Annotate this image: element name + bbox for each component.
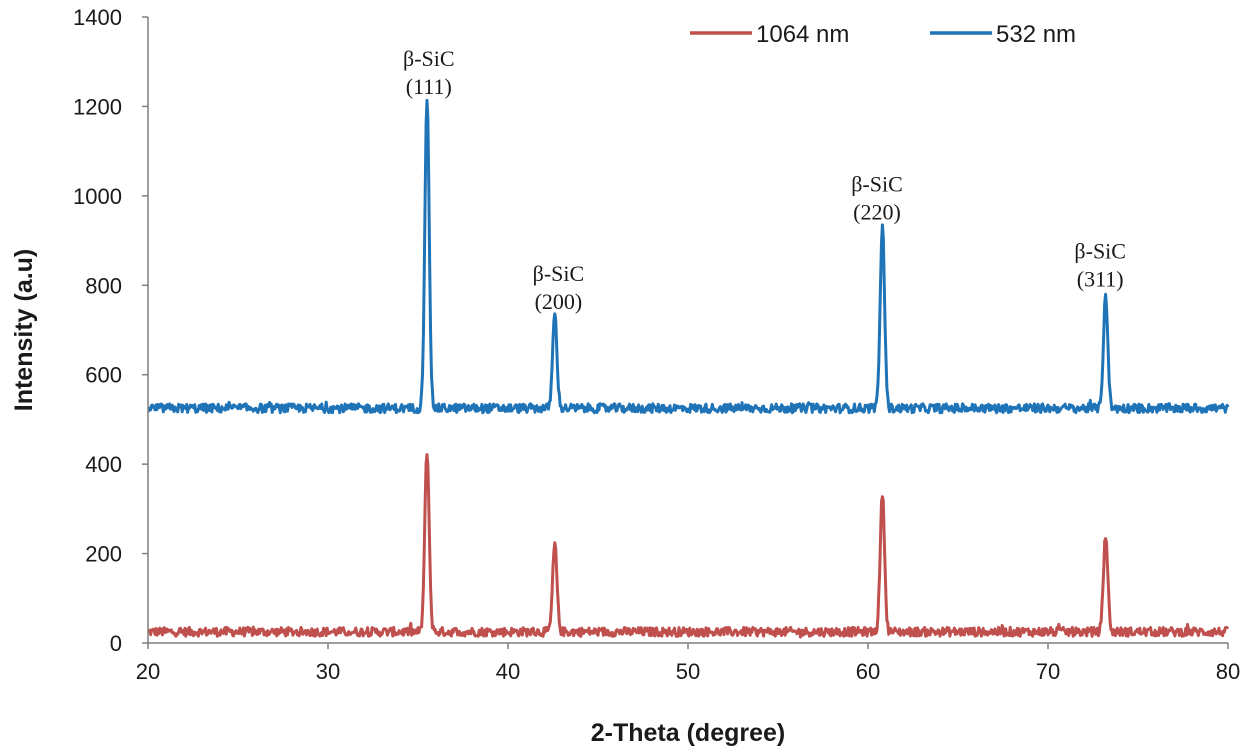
x-tick-labels: 20 30 40 50 60 70 80 [136, 643, 1240, 684]
y-tick-label: 200 [85, 542, 122, 567]
annotation-phase: β-SiC [533, 261, 585, 286]
y-tick-label: 1000 [73, 184, 122, 209]
legend-label-0: 1064 nm [756, 21, 849, 48]
x-tick-label: 70 [1036, 659, 1060, 684]
y-tick-label: 1200 [73, 94, 122, 119]
y-tick-label: 800 [85, 273, 122, 298]
plot-area [147, 98, 1230, 639]
annotation-plane: (311) [1077, 266, 1124, 291]
axes [147, 17, 1228, 644]
peak-annotations: β-SiC (111) β-SiC (200) β-SiC (220) β-SiC (311) [403, 46, 1126, 314]
y-tick-labels: 0 200 400 600 800 1000 1200 1400 [73, 5, 148, 656]
x-tick-label: 30 [316, 659, 340, 684]
series-line-0 [147, 453, 1230, 639]
series-line-1 [147, 98, 1230, 415]
annotation-0: β-SiC (111) [403, 46, 455, 99]
x-tick-label: 50 [676, 659, 700, 684]
x-tick-label: 60 [856, 659, 880, 684]
y-tick-label: 400 [85, 452, 122, 477]
x-axis-title: 2-Theta (degree) [591, 719, 785, 747]
x-tick-label: 80 [1216, 659, 1240, 684]
annotation-phase: β-SiC [1074, 238, 1126, 263]
x-tick-label: 40 [496, 659, 520, 684]
x-tick-label: 20 [136, 659, 160, 684]
y-tick-label: 1400 [73, 5, 122, 30]
annotation-plane: (200) [535, 289, 583, 314]
y-axis-title: Intensity (a.u) [10, 249, 38, 412]
legend-label-1: 532 nm [996, 21, 1076, 48]
annotation-phase: β-SiC [851, 171, 903, 196]
annotation-plane: (220) [853, 199, 901, 224]
annotation-1: β-SiC (200) [533, 261, 585, 314]
annotation-3: β-SiC (311) [1074, 238, 1126, 291]
y-tick-label: 0 [110, 631, 122, 656]
legend: 1064 nm 532 nm [690, 21, 1076, 48]
annotation-plane: (111) [406, 74, 452, 99]
annotation-2: β-SiC (220) [851, 171, 903, 224]
y-tick-label: 600 [85, 363, 122, 388]
annotation-phase: β-SiC [403, 46, 455, 71]
